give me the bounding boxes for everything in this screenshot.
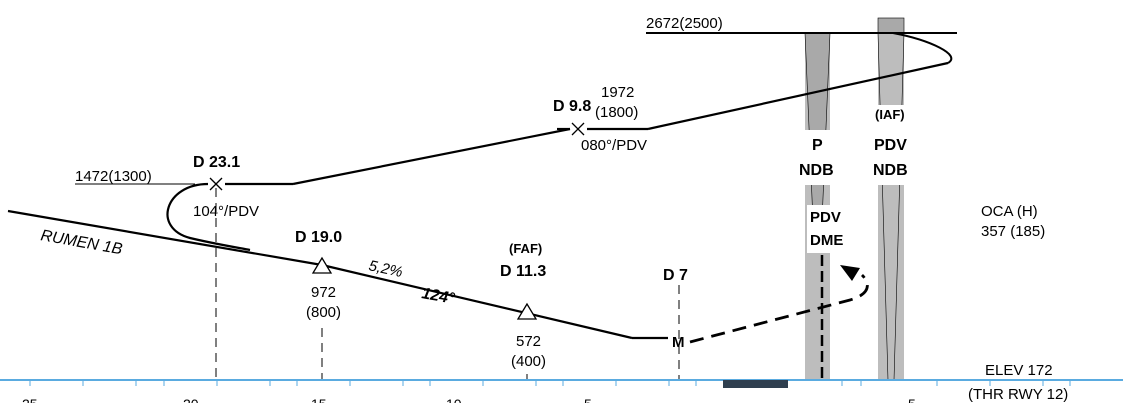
d231-track: 104°/PDV	[193, 203, 259, 220]
d98-name: D 9.8	[553, 98, 591, 115]
scale-label: 20	[183, 396, 199, 403]
navaid-pdv-tag: (IAF)	[875, 107, 905, 122]
navaid-pdv-band	[877, 17, 905, 381]
route-name: RUMEN 1B	[39, 227, 124, 258]
missed-approach-path	[689, 274, 869, 344]
left-holding-turn	[166, 182, 251, 252]
faf-name: D 11.3	[500, 263, 546, 280]
faf-alt-top: 572	[516, 333, 541, 350]
upper-holding-turn	[892, 32, 953, 64]
oca-value: 357 (185)	[981, 223, 1045, 240]
scale-label: 15	[311, 396, 327, 403]
d7-symbol: M	[672, 334, 685, 351]
navaid-pdv-line1: PDV	[874, 137, 907, 154]
scale-label: 5	[908, 396, 916, 403]
faf-tag: (FAF)	[509, 241, 542, 256]
gradient-label: 5,2%	[367, 257, 404, 281]
faf-triangle-icon	[516, 302, 538, 320]
d190-alt-bottom: (800)	[306, 304, 341, 321]
d98-track: 080°/PDV	[581, 137, 647, 154]
d190-triangle-icon	[311, 256, 333, 274]
final-course-label: 124°	[420, 285, 456, 308]
d98-alt-bottom: (1800)	[595, 104, 638, 121]
d190-name: D 19.0	[295, 229, 342, 246]
scale-label: 25	[22, 396, 38, 403]
d231-name: D 23.1	[193, 154, 240, 171]
scale-label: 5	[584, 396, 592, 403]
elev-label: ELEV 172	[985, 362, 1053, 379]
runway-bar	[723, 380, 788, 388]
navaid-pdv-line2: NDB	[873, 162, 908, 179]
oca-title: OCA (H)	[981, 203, 1038, 220]
d98-cross-icon	[571, 122, 585, 136]
outbound-climb-line	[647, 61, 949, 131]
dme-line1: PDV	[810, 209, 841, 226]
faf-alt-bottom: (400)	[511, 353, 546, 370]
final-descent-line	[321, 263, 633, 340]
ground-ticks	[29, 380, 1071, 386]
navaid-p-line1: P	[812, 137, 823, 154]
descent-segment-d98-d231	[292, 127, 571, 186]
distance-scale: 25 20 15 10 5 5	[22, 396, 916, 403]
elev-runway: (THR RWY 12)	[968, 386, 1068, 403]
d231-cross-icon	[209, 177, 223, 191]
d98-alt-top: 1972	[601, 84, 634, 101]
route-rumen-line	[7, 209, 323, 267]
upper-alt-label: 2672(2500)	[646, 15, 723, 32]
scale-label: 10	[446, 396, 462, 403]
dme-line2: DME	[810, 232, 843, 249]
d190-alt-top: 972	[311, 284, 336, 301]
left-alt-label: 1472(1300)	[75, 168, 152, 185]
navaid-p-line2: NDB	[799, 162, 834, 179]
d7-name: D 7	[663, 267, 688, 284]
missed-approach-arrowhead	[840, 265, 860, 281]
